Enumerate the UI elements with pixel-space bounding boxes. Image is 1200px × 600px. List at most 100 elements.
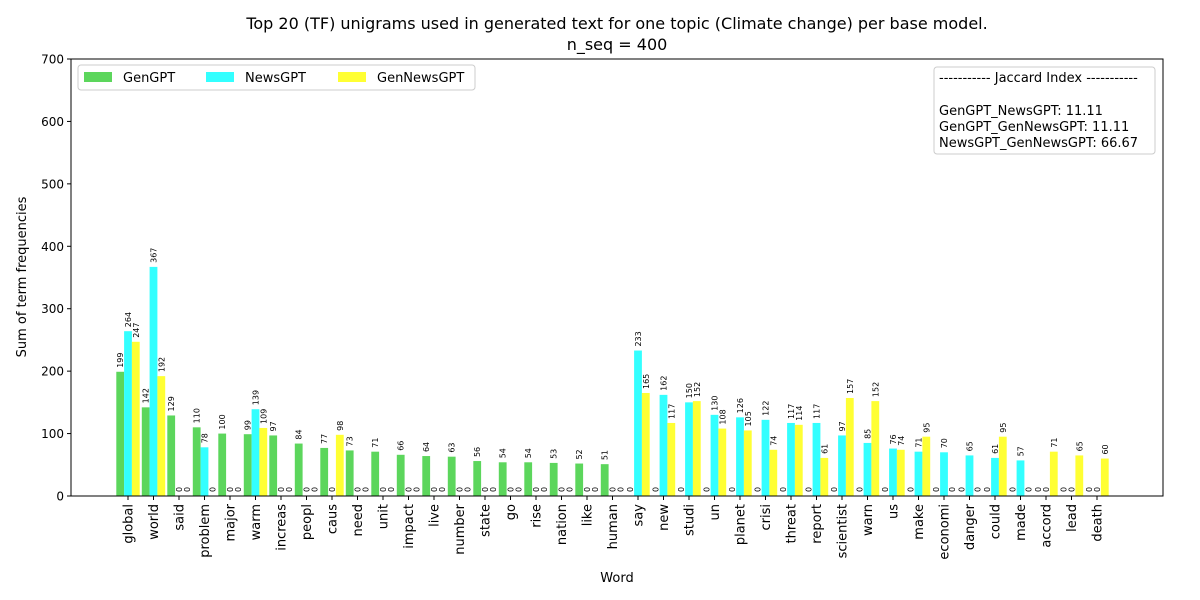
- x-tick-label: world: [147, 504, 162, 540]
- bar-value-label: 0: [1093, 487, 1102, 492]
- bar-value-label: 129: [167, 396, 176, 411]
- bar-value-label: 114: [795, 406, 804, 421]
- x-tick-label: global: [122, 504, 137, 544]
- bar-value-label: 150: [685, 383, 694, 398]
- y-tick-label: 500: [41, 177, 64, 191]
- x-tick-label: lead: [1065, 504, 1080, 532]
- bar-value-label: 0: [616, 487, 625, 492]
- bar: [192, 427, 201, 496]
- bar-value-label: 52: [575, 449, 584, 459]
- bar: [1075, 455, 1084, 496]
- bar: [157, 376, 166, 496]
- bar: [736, 417, 744, 496]
- bar-value-label: 139: [252, 390, 261, 405]
- bar: [922, 436, 931, 496]
- bar-value-label: 84: [295, 429, 304, 439]
- legend-swatch: [206, 72, 234, 82]
- bar-value-label: 99: [244, 420, 253, 430]
- y-tick-label: 700: [41, 53, 64, 67]
- bar-value-label: 0: [677, 487, 686, 492]
- bar-value-label: 152: [693, 382, 702, 397]
- bar-value-label: 71: [1050, 437, 1059, 447]
- bar-value-label: 0: [703, 487, 712, 492]
- bar-value-label: 65: [1075, 441, 1084, 451]
- bar-value-label: 126: [736, 398, 745, 413]
- bar-value-label: 98: [336, 421, 345, 431]
- bar: [600, 464, 609, 496]
- bar: [761, 419, 770, 496]
- bar-value-label: 97: [269, 421, 278, 431]
- x-tick-label: warm: [249, 504, 264, 540]
- bar-value-label: 0: [591, 487, 600, 492]
- bar-value-label: 0: [1009, 487, 1018, 492]
- bar-value-label: 0: [1024, 487, 1033, 492]
- x-tick-label: increas: [275, 504, 290, 551]
- bar-value-label: 0: [958, 487, 967, 492]
- bar: [838, 435, 846, 496]
- bar: [447, 456, 456, 496]
- x-tick-label: nation: [555, 504, 570, 545]
- bar-value-label: 0: [183, 487, 192, 492]
- bar: [659, 394, 668, 496]
- bar-value-label: 108: [718, 409, 727, 424]
- bar: [787, 422, 795, 496]
- legend: GenGPT NewsGPT GenNewsGPT: [77, 64, 476, 91]
- bar-value-label: 71: [371, 437, 380, 447]
- x-tick-label: human: [606, 504, 621, 549]
- bar-value-label: 165: [642, 374, 651, 389]
- bar-value-label: 0: [463, 487, 472, 492]
- x-tick-label: economi: [938, 504, 953, 560]
- bar: [422, 456, 431, 496]
- bar-value-label: 110: [193, 408, 202, 423]
- bar-value-label: 152: [871, 382, 880, 397]
- y-tick-label: 100: [41, 427, 64, 441]
- bar-value-label: 0: [540, 487, 549, 492]
- chart-subtitle: n_seq = 400: [567, 35, 668, 55]
- x-tick-label: state: [479, 504, 494, 537]
- bar: [991, 457, 999, 496]
- bar-value-label: 61: [991, 444, 1000, 454]
- bar-value-label: 0: [234, 487, 243, 492]
- bar-value-label: 117: [667, 404, 676, 419]
- bar-value-label: 63: [448, 442, 457, 452]
- bar-value-label: 247: [132, 323, 141, 338]
- bar-value-label: 162: [660, 376, 669, 391]
- bar-value-label: 97: [838, 421, 847, 431]
- bar-value-label: 0: [652, 487, 661, 492]
- bar: [269, 435, 278, 496]
- bar: [965, 455, 974, 496]
- bar-value-label: 0: [948, 487, 957, 492]
- bar: [251, 409, 260, 496]
- bar-value-label: 95: [922, 423, 931, 433]
- bar: [218, 433, 227, 496]
- bar: [167, 415, 176, 496]
- x-tick-label: made: [1014, 504, 1029, 541]
- bar-value-label: 0: [328, 487, 337, 492]
- bar: [914, 451, 923, 496]
- jaccard-line: NewsGPT_GenNewsGPT: 66.67: [939, 136, 1138, 151]
- bar: [524, 462, 533, 496]
- legend-label: NewsGPT: [245, 71, 306, 86]
- bar: [998, 436, 1007, 496]
- bar: [549, 462, 558, 496]
- bar-value-label: 0: [226, 487, 235, 492]
- bar: [820, 457, 829, 496]
- bar-value-label: 0: [983, 487, 992, 492]
- bar: [294, 443, 303, 496]
- x-tick-label: death: [1091, 504, 1106, 542]
- bar-value-label: 77: [320, 434, 329, 444]
- x-tick-label: threat: [785, 504, 800, 543]
- bar-value-label: 122: [762, 401, 771, 416]
- bar-value-label: 76: [889, 434, 898, 444]
- x-tick-label: us: [887, 504, 902, 519]
- bar-value-label: 0: [379, 487, 388, 492]
- bar: [259, 427, 268, 496]
- x-tick-label: could: [989, 504, 1004, 539]
- x-tick-label: crisi: [759, 504, 774, 531]
- bar: [141, 407, 150, 496]
- bar-value-label: 0: [609, 487, 618, 492]
- bar-value-label: 199: [116, 352, 125, 367]
- bar-value-label: 0: [583, 487, 592, 492]
- x-tick-label: studi: [683, 504, 698, 536]
